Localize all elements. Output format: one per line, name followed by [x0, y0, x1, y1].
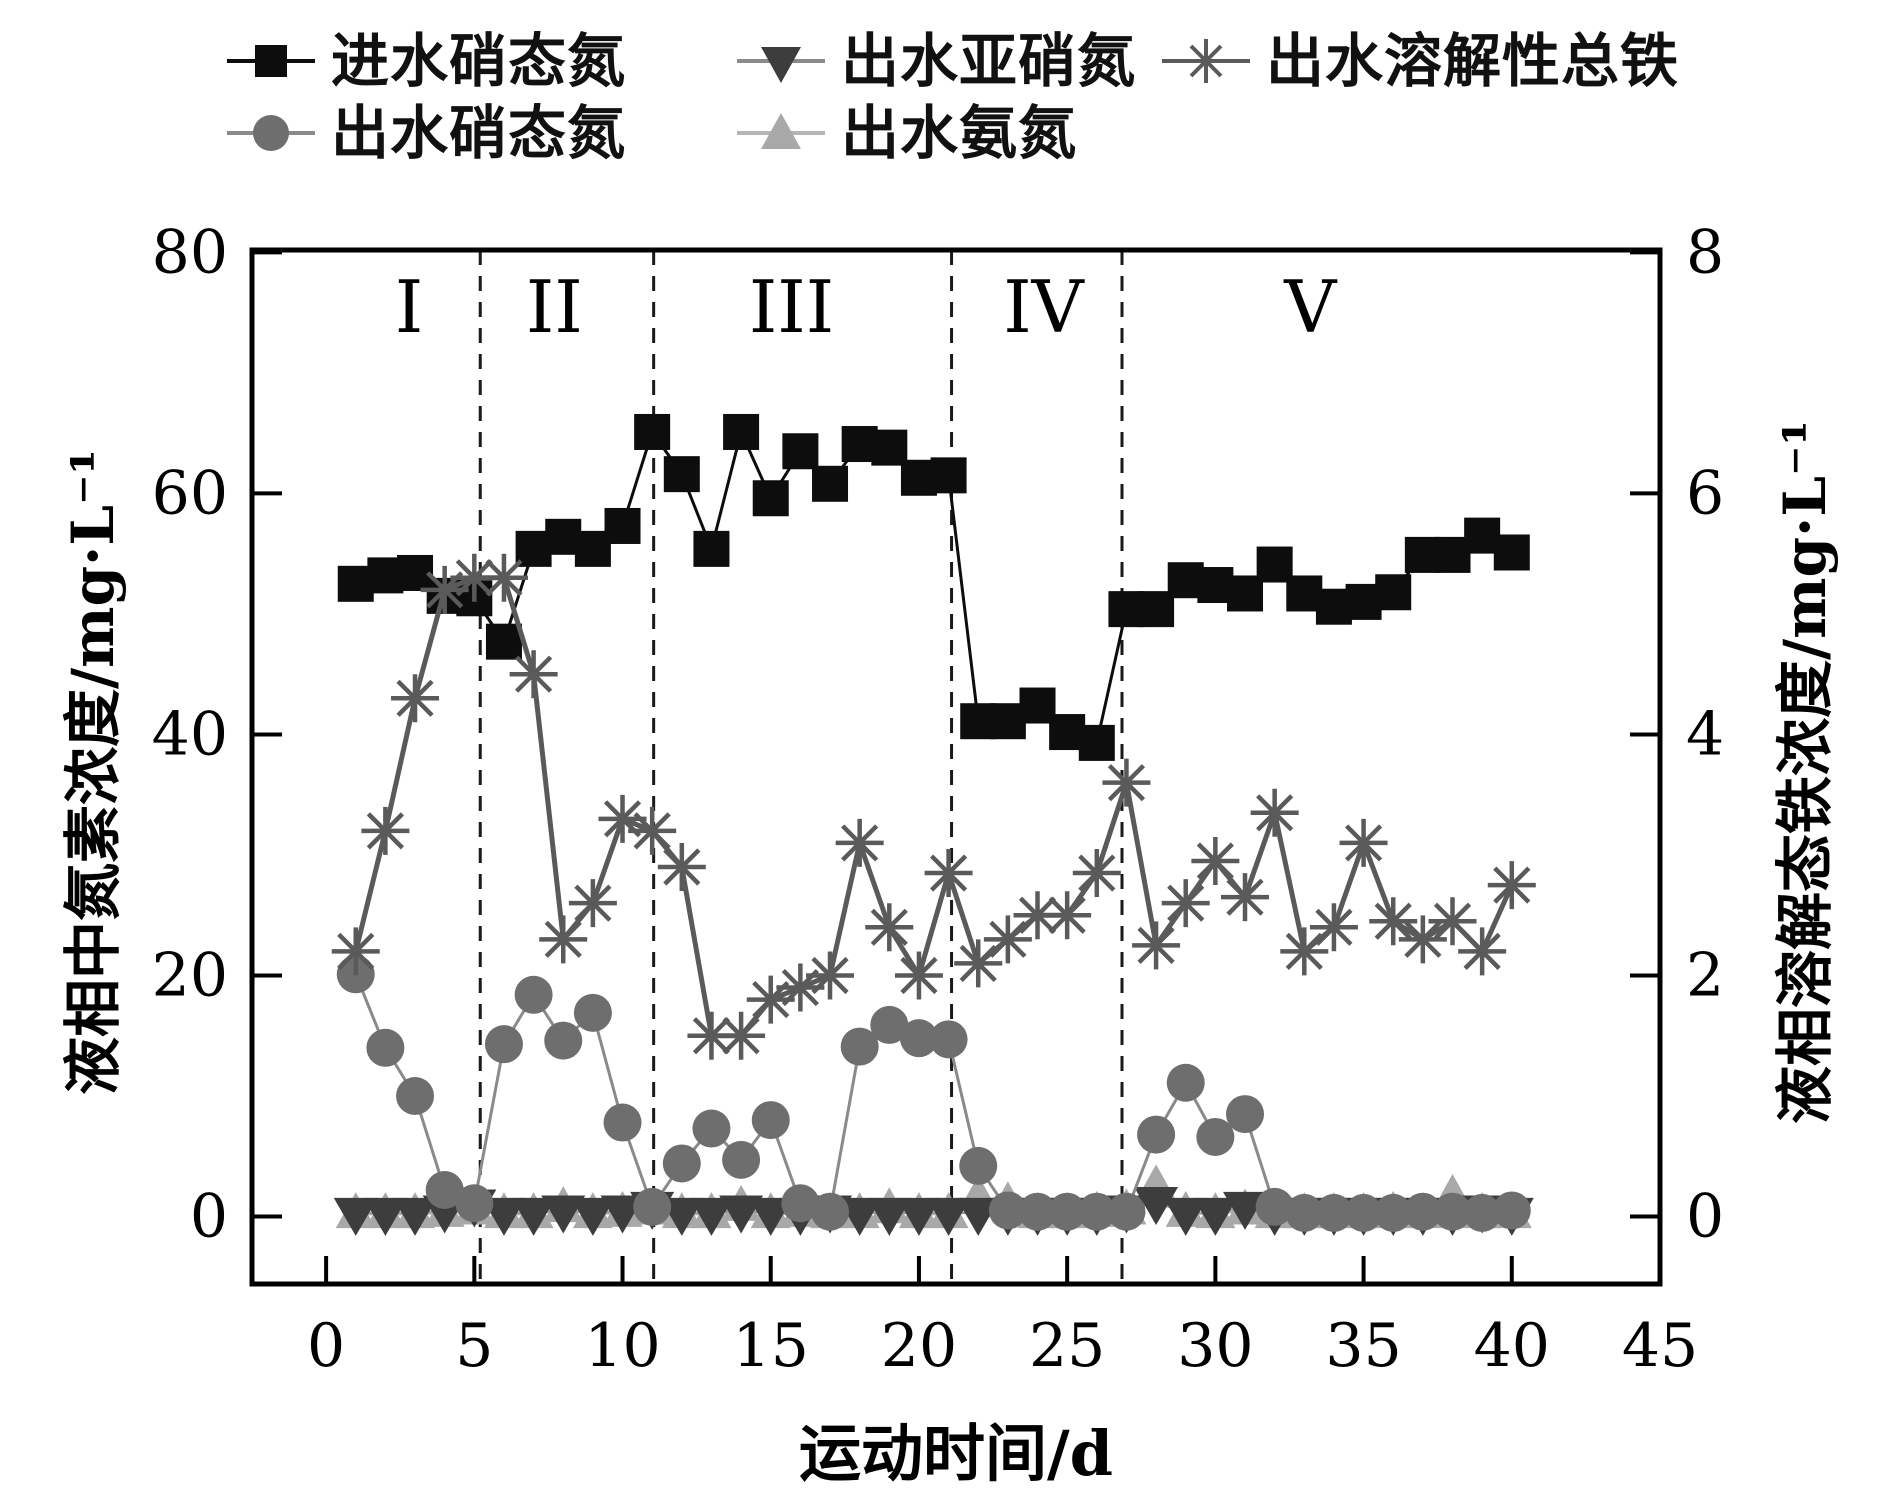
y-right-tick-label: 6: [1686, 458, 1724, 528]
x-tick-label: 30: [1177, 1311, 1253, 1381]
square-marker-icon: [227, 45, 315, 77]
legend-item-influent-nitrate: 进水硝态氮: [225, 25, 626, 97]
phase-label: I: [395, 265, 423, 349]
y-left-tick-label: 20: [152, 940, 228, 1010]
phase-labels: I II III IV V: [395, 265, 1338, 349]
y-axis-title-right: 液相溶解态铁浓度/mg·L⁻¹: [1771, 419, 1839, 1125]
x-tick-label: 20: [881, 1311, 957, 1381]
phase-label: III: [749, 265, 834, 349]
legend-label: 出水硝态氮: [331, 99, 627, 167]
phase-label: V: [1283, 265, 1338, 349]
y-right-tick-label: 8: [1686, 217, 1724, 287]
x-tick-label: 45: [1622, 1311, 1698, 1381]
legend-label: 出水溶解性总铁: [1266, 27, 1680, 95]
x-tick-label: 25: [1029, 1311, 1105, 1381]
y-left-tick-label: 40: [152, 699, 228, 769]
y-axis-title-left: 液相中氮素浓度/mg·L⁻¹: [59, 448, 127, 1096]
axis-ticks: 0 5 10 15 20 25 30 35 40 45 0 20 40 60 80 0 2 4 6 8: [152, 217, 1725, 1381]
asterisk-marker-icon: [1162, 39, 1250, 83]
legend-label: 出水氨氮: [841, 99, 1078, 167]
triangle-up-marker-icon: [737, 113, 825, 149]
x-tick-label: 10: [584, 1311, 660, 1381]
y-left-tick-label: 0: [190, 1182, 228, 1252]
x-axis-title: 运动时间/d: [799, 1417, 1113, 1490]
y-right-tick-label: 4: [1686, 699, 1724, 769]
legend-label: 进水硝态氮: [331, 27, 627, 95]
circle-marker-icon: [227, 115, 315, 151]
legend-item-effluent-nitrate: 出水硝态氮: [225, 97, 626, 169]
triangle-down-marker-icon: [737, 47, 825, 83]
y-left-tick-label: 60: [152, 458, 228, 528]
plot-frame: [249, 247, 1663, 1287]
x-tick-label: 40: [1474, 1311, 1550, 1381]
y-right-tick-label: 0: [1686, 1182, 1724, 1252]
y-right-tick-label: 2: [1686, 940, 1724, 1010]
legend-item-effluent-ammonia: 出水氨氮: [735, 97, 1077, 169]
legend-item-effluent-dissolved-iron: 出水溶解性总铁: [1160, 25, 1679, 97]
x-tick-label: 5: [455, 1311, 493, 1381]
series-influent-nitrate: [337, 413, 1530, 761]
x-tick-label: 15: [733, 1311, 809, 1381]
legend-item-effluent-nitrite: 出水亚硝氮: [735, 25, 1136, 97]
phase-dividers: [478, 250, 1124, 1284]
phase-label: IV: [1003, 265, 1085, 349]
series-effluent-dissolved-iron: [331, 553, 1536, 1060]
series-effluent-nitrate: [336, 955, 1531, 1232]
phase-label: II: [526, 265, 583, 349]
legend-label: 出水亚硝氮: [841, 27, 1137, 95]
x-tick-label: 35: [1325, 1311, 1401, 1381]
y-left-tick-label: 80: [152, 217, 228, 287]
x-tick-label: 0: [307, 1311, 345, 1381]
